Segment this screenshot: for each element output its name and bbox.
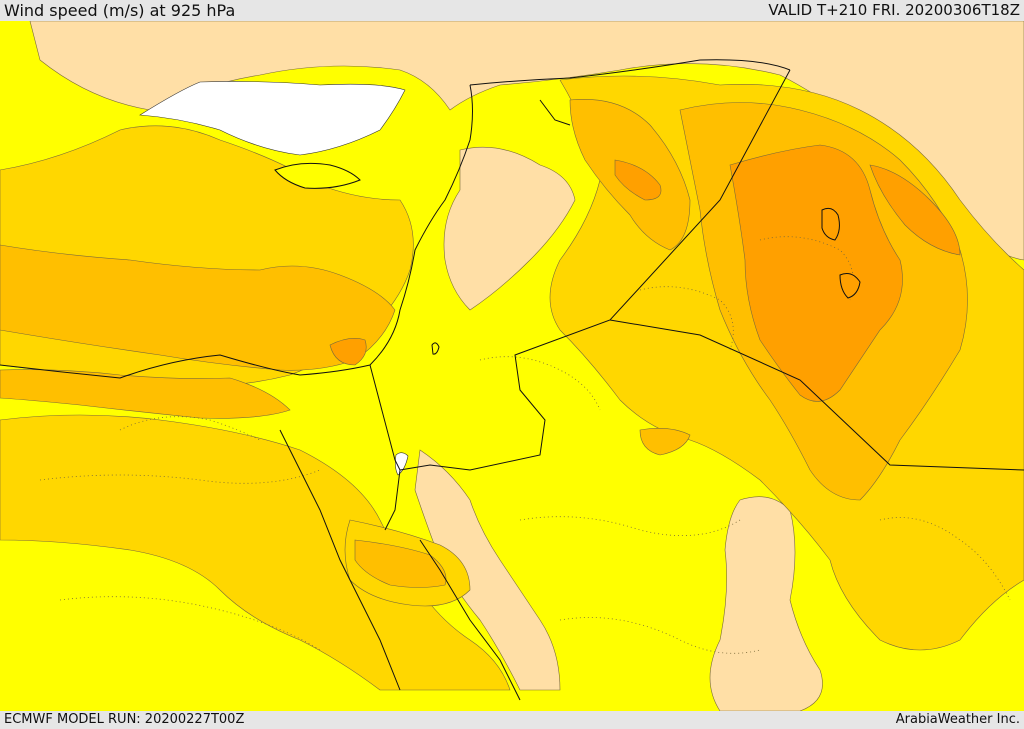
fresh-region-mediterranean — [0, 244, 396, 371]
strong-region-syria — [614, 159, 662, 201]
calm-region-levant — [443, 146, 576, 311]
credit: ArabiaWeather Inc. — [895, 712, 1020, 727]
isolines — [39, 236, 1011, 654]
strong-region-coast — [329, 338, 367, 366]
wind-speed-map[interactable] — [0, 21, 1024, 711]
lake-tharthar — [821, 207, 840, 241]
fresh-region-gulf-suez — [354, 539, 447, 588]
coastlines-borders — [0, 59, 1024, 701]
cyprus-island — [274, 162, 361, 189]
moderate-region-egypt — [0, 414, 511, 691]
map-title: Wind speed (m/s) at 925 hPa — [4, 1, 236, 20]
lake-habbaniyah — [839, 273, 861, 299]
footer-bar: ECMWF MODEL RUN: 20200227T00Z ArabiaWeat… — [0, 711, 1024, 729]
strong-region-iraq-core — [729, 144, 903, 402]
strong-region-iraq-east — [869, 164, 961, 256]
fresh-region-egypt-coast — [0, 369, 291, 419]
model-run: ECMWF MODEL RUN: 20200227T00Z — [4, 712, 245, 727]
header-bar: Wind speed (m/s) at 925 hPa VALID T+210 … — [0, 0, 1024, 21]
white-region-anatolia — [139, 81, 406, 156]
fresh-region-jordan — [639, 428, 691, 456]
white-region-dead-sea — [395, 452, 409, 476]
calm-region-arabia — [709, 496, 823, 711]
lake-galilee — [431, 342, 440, 355]
valid-time: VALID T+210 FRI. 20200306T18Z — [768, 1, 1020, 19]
